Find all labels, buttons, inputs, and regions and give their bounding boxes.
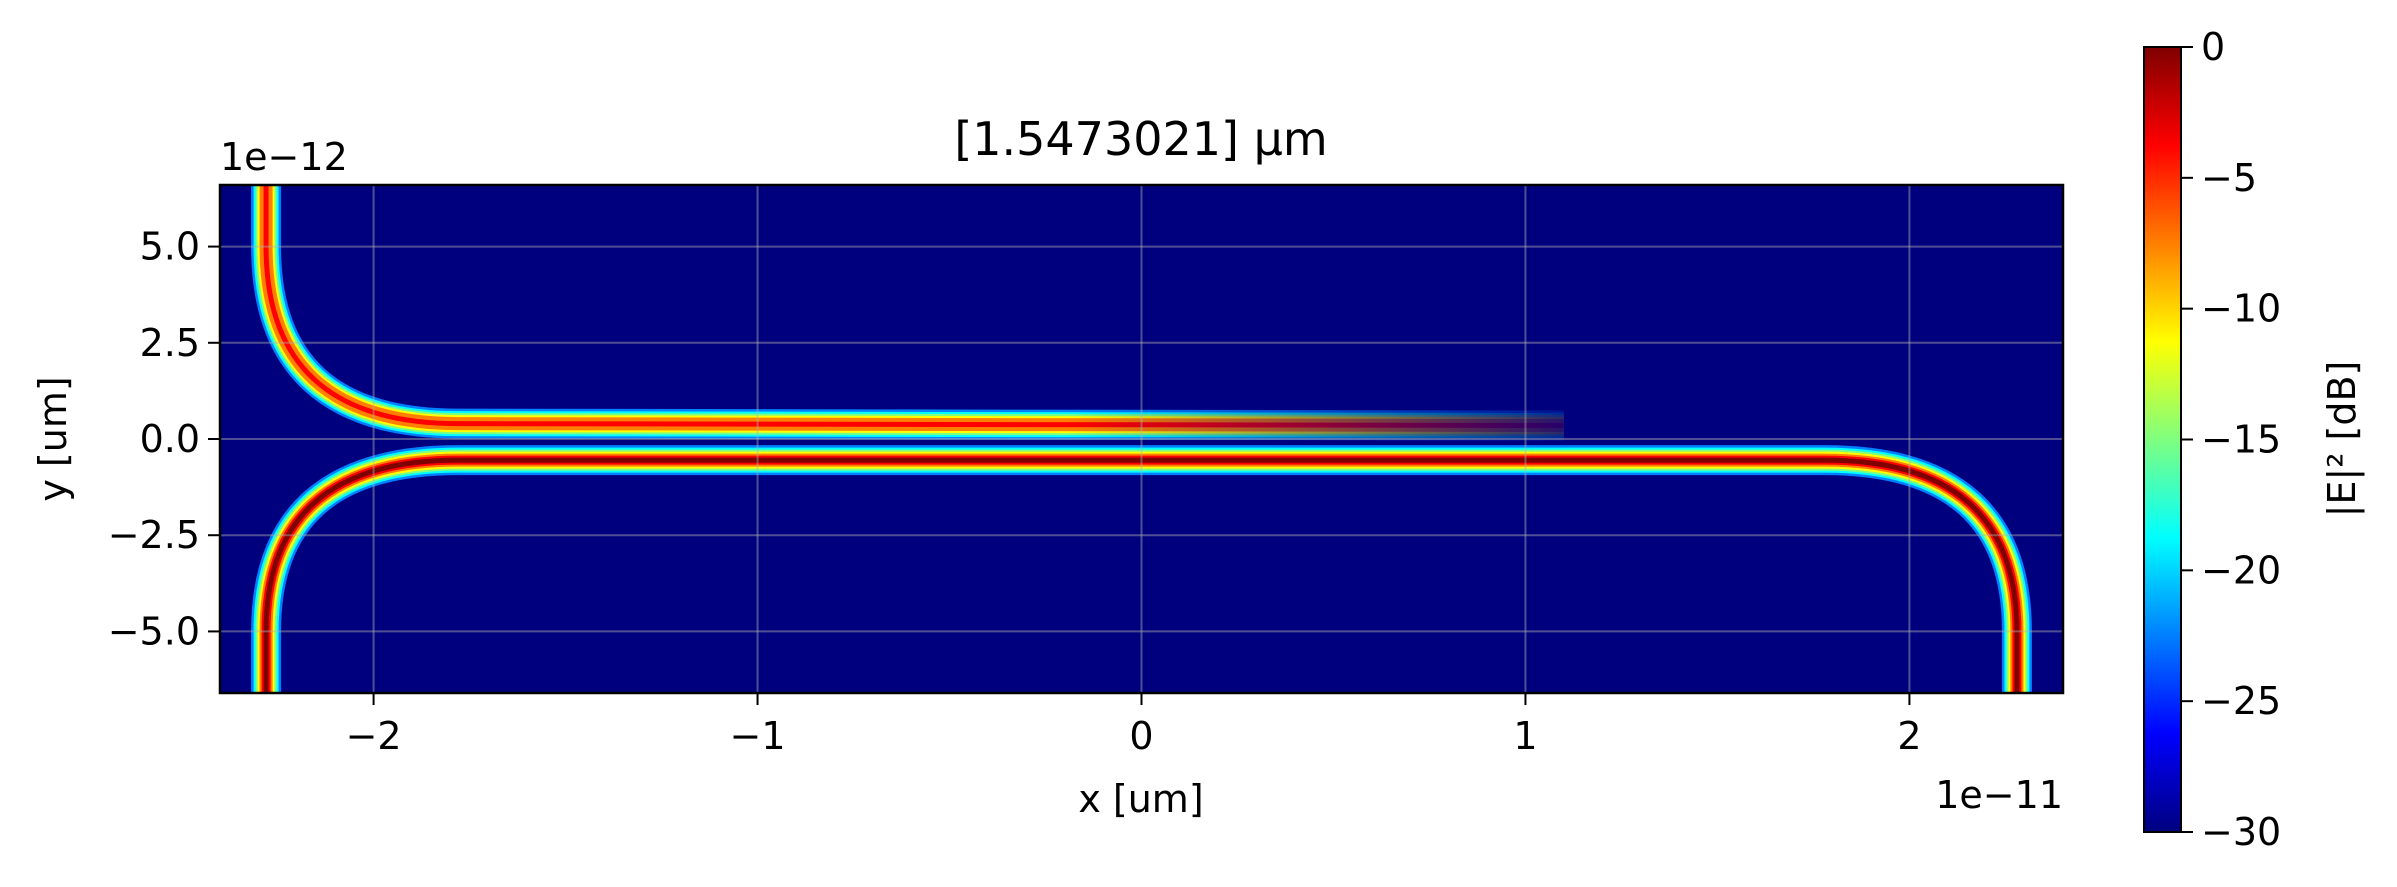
y-tick-label: −2.5 [108,513,200,557]
y-tick-label: −5.0 [108,609,200,653]
colorbar: 0 −5 −10 −15 −20 −25 −30 |E|² [dB] [2143,25,2365,854]
x-tick-label: 1 [1513,714,1537,758]
x-tick-label: −2 [346,714,402,758]
colorbar-tick-label: −20 [2201,548,2281,592]
grid-lines [220,185,2063,693]
colorbar-tick-label: −10 [2201,287,2281,331]
x-tick-label: −1 [730,714,786,758]
chart-title: [1.5473021] μm [954,112,1327,166]
colorbar-tick-label: −5 [2201,156,2257,200]
colorbar-gradient [2143,46,2182,833]
y-axis-ticks: 5.0 2.5 0.0 −2.5 −5.0 [108,225,220,653]
y-tick-label: 0.0 [140,417,200,461]
colorbar-ticks: 0 −5 −10 −15 −20 −25 −30 [2181,25,2281,854]
colorbar-tick-label: 0 [2201,25,2225,69]
x-axis-ticks: −2 −1 0 1 2 [346,693,1922,758]
x-tick-label: 0 [1129,714,1153,758]
colorbar-tick-label: −15 [2201,418,2281,462]
y-tick-label: 2.5 [140,321,200,365]
x-offset-text: 1e−11 [1935,773,2063,817]
y-axis-label: y [um] [31,376,75,501]
plot-area [218,183,2065,695]
waveguide-field-1 [251,185,1564,441]
x-axis-label: x [um] [1078,777,1203,821]
y-offset-text: 1e−12 [220,135,348,179]
colorbar-tick-label: −25 [2201,679,2281,723]
field-layer [251,185,2032,693]
y-tick-label: 5.0 [140,225,200,269]
x-tick-label: 2 [1897,714,1921,758]
colorbar-label: |E|² [dB] [2320,361,2365,518]
colorbar-tick-label: −30 [2201,810,2281,854]
waveguide-field-2 [251,445,2032,693]
